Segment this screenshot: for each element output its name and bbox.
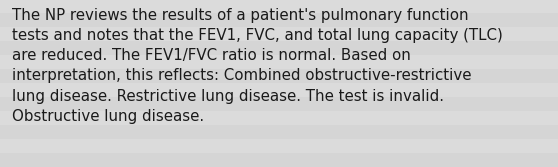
Bar	[0, 69, 558, 83]
Bar	[0, 97, 558, 111]
Bar	[0, 83, 558, 97]
Bar	[0, 0, 558, 13]
Text: The NP reviews the results of a patient's pulmonary function
tests and notes tha: The NP reviews the results of a patient'…	[12, 8, 503, 124]
Bar	[0, 139, 558, 153]
Bar	[0, 41, 558, 55]
Bar	[0, 125, 558, 139]
Bar	[0, 27, 558, 41]
Bar	[0, 13, 558, 27]
Bar	[0, 153, 558, 167]
Bar	[0, 55, 558, 69]
Bar	[0, 111, 558, 125]
